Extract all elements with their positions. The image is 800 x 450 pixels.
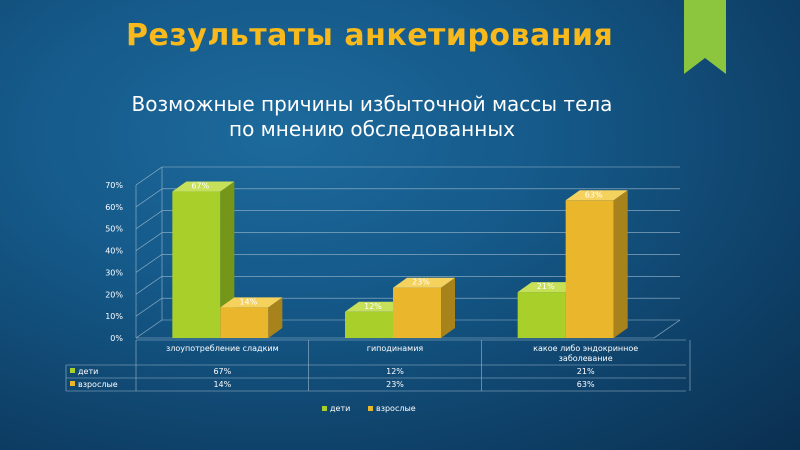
bar-front [345, 311, 393, 338]
bar-front [393, 287, 441, 338]
bar-data-label: 12% [364, 302, 382, 311]
gridline-side [135, 188, 163, 208]
bar-data-label: 63% [585, 190, 603, 199]
legend-label: взрослые [376, 404, 416, 413]
category-label: злоупотребление сладким [166, 344, 279, 353]
gridline-side [135, 254, 163, 273]
bar-front [565, 200, 614, 338]
y-tick-label: 30% [105, 268, 123, 277]
table-series-name: взрослые [78, 380, 118, 389]
gridline-side [135, 232, 163, 251]
bar-front [517, 292, 566, 338]
bar-top [345, 301, 407, 312]
bar-top [517, 282, 580, 293]
bar-side [220, 181, 235, 338]
y-tick-label: 0% [110, 334, 123, 343]
table-cell-value: 14% [213, 380, 231, 389]
table-cell-value: 23% [386, 380, 404, 389]
y-tick-label: 40% [105, 247, 123, 256]
gridline-side [135, 276, 163, 295]
bar-top [565, 190, 628, 201]
table-series-name: дети [78, 367, 98, 376]
decorative-arrow-shape [684, 0, 726, 74]
table-legend-key [70, 381, 75, 386]
legend [322, 406, 373, 411]
table-cell-value: 67% [213, 367, 231, 376]
bar-side [268, 297, 283, 338]
bar-1-0 [220, 297, 283, 338]
category-label: какое либо эндокринное [533, 344, 638, 353]
green-arrow-icon [684, 0, 726, 74]
bar-data-label: 23% [412, 278, 430, 287]
bar-top [393, 277, 455, 288]
gridline-side [135, 210, 163, 229]
chart-subtitle: Возможные причины избыточной массы тела … [112, 92, 632, 142]
bar-data-label: 67% [191, 182, 209, 191]
y-tick-label: 50% [105, 225, 123, 234]
data-table [65, 339, 691, 392]
legend-key [322, 406, 327, 411]
gridline-side [135, 166, 163, 186]
bar-side [613, 190, 628, 338]
bar-1-2 [565, 190, 628, 338]
y-tick-label: 60% [105, 203, 123, 212]
bar-data-label: 14% [239, 297, 257, 306]
y-tick-label: 20% [105, 290, 123, 299]
bar-front [220, 307, 269, 338]
table-cell-value: 21% [577, 367, 595, 376]
gridline-side [135, 297, 163, 317]
bar-data-label: 21% [537, 282, 555, 291]
gridline-side [135, 319, 163, 339]
floor-right-edge [653, 319, 681, 339]
bar-front [172, 191, 221, 338]
subtitle-line-1: Возможные причины избыточной массы тела [131, 92, 613, 116]
bar-top [172, 181, 235, 192]
legend-key [368, 406, 373, 411]
bar-side [441, 277, 455, 338]
subtitle-line-2: по мнению обследованных [229, 117, 515, 141]
bar-0-0 [172, 181, 235, 338]
table-cell-value: 63% [577, 380, 595, 389]
table-cell-value: 12% [386, 367, 404, 376]
category-label: заболевание [559, 354, 613, 363]
bar-1-1 [393, 277, 455, 338]
legend-label: дети [330, 404, 350, 413]
y-tick-label: 10% [105, 312, 123, 321]
table-legend-key [70, 368, 75, 373]
y-tick-label: 70% [105, 181, 123, 190]
category-label: гиподинамия [367, 344, 424, 353]
bar-top [220, 297, 283, 308]
slide-title: Результаты анкетирования [126, 18, 614, 53]
